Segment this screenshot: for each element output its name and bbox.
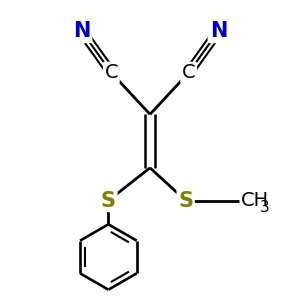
Text: N: N: [73, 21, 90, 41]
Text: S: S: [178, 190, 193, 211]
Text: CH: CH: [241, 191, 269, 210]
Text: C: C: [104, 63, 118, 82]
Text: 3: 3: [260, 200, 269, 214]
Text: N: N: [210, 21, 227, 41]
Text: C: C: [182, 63, 196, 82]
Text: S: S: [101, 190, 116, 211]
